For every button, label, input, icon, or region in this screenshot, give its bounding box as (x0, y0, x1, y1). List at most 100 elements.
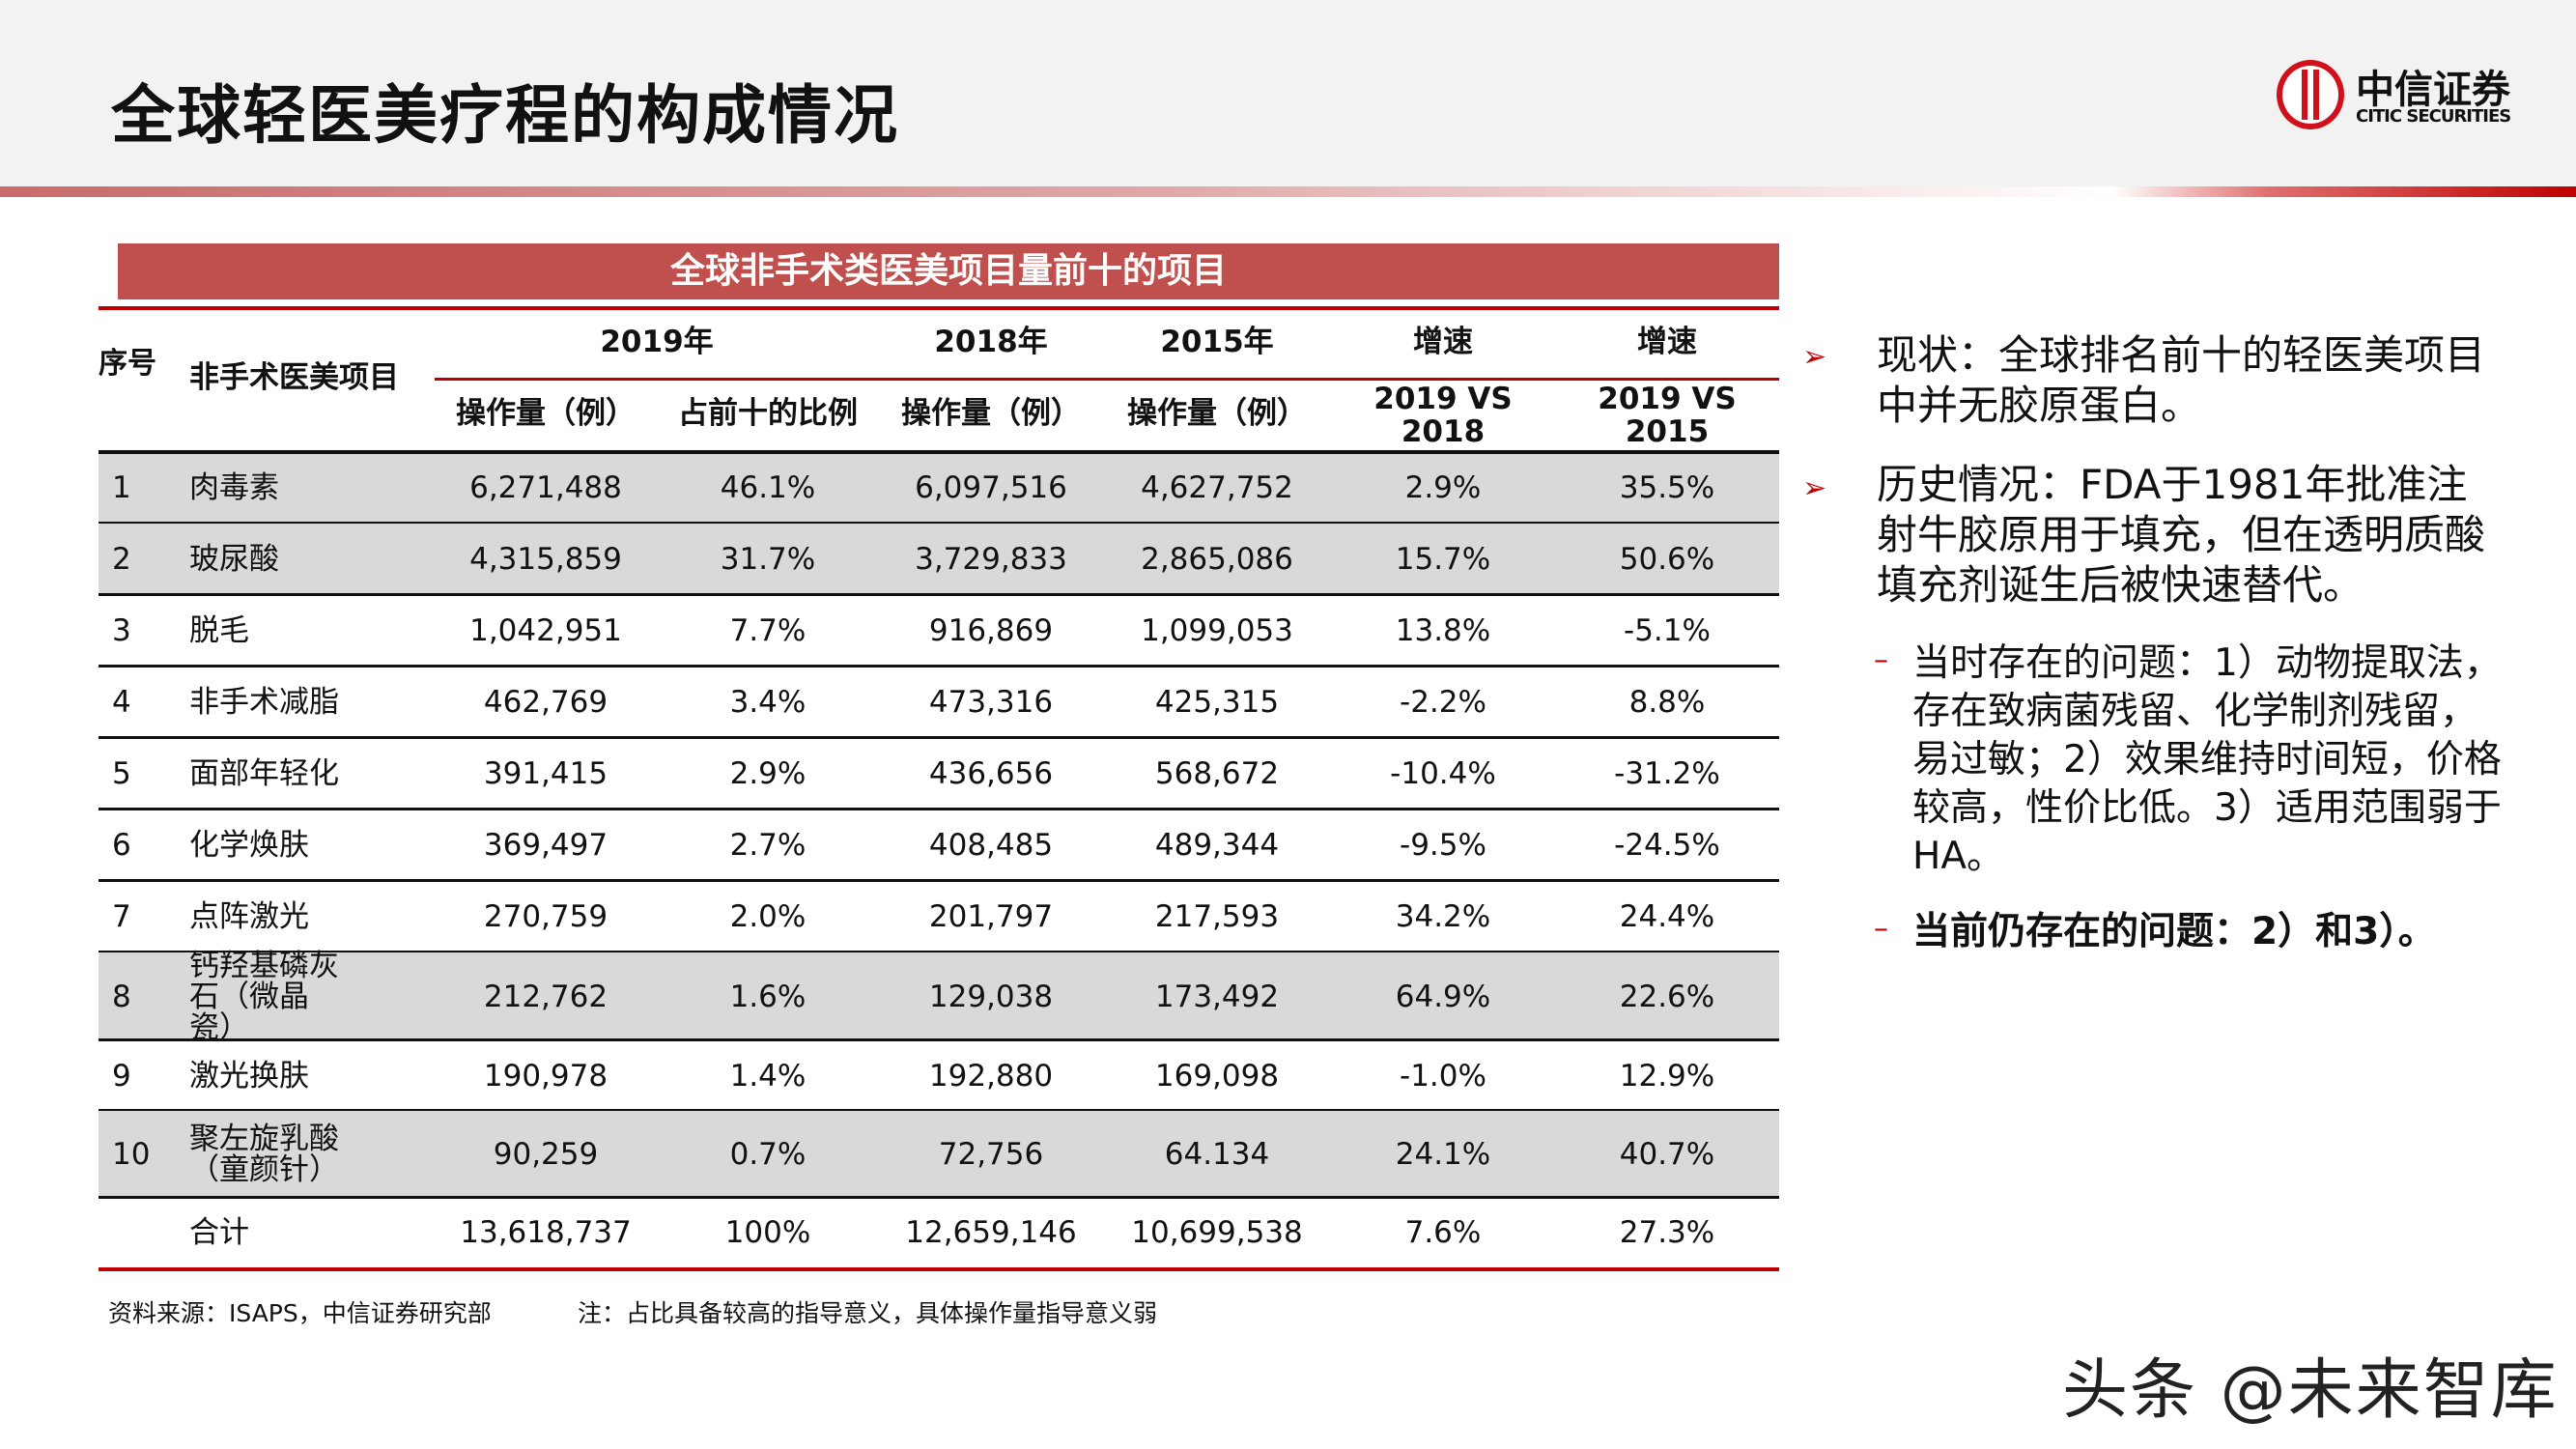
cell-share-2019: 2.0% (729, 899, 807, 934)
cell-seq: 6 (112, 828, 131, 863)
cell-ops-2018: 201,797 (928, 899, 1054, 934)
cell-share-2019: 1.6% (729, 979, 807, 1014)
cell-ops-2019: 270,759 (483, 899, 609, 934)
cell-growth-vs-2015: -31.2% (1614, 756, 1720, 791)
cell-growth-vs-2018: -10.4% (1390, 756, 1496, 791)
cell-item: 非手术减脂 (189, 685, 339, 720)
header-item: 非手术医美项目 (189, 360, 399, 395)
cell-ops-2015: 425,315 (1154, 685, 1280, 720)
cell-ops-2015: 4,627,752 (1141, 470, 1293, 505)
header-growth-2: 增速 (1637, 325, 1697, 359)
cell-ops-2015: 10,699,538 (1131, 1215, 1303, 1250)
cell-seq: 8 (112, 979, 131, 1014)
cell-ops-2018: 436,656 (928, 756, 1054, 791)
cell-share-2019: 1.4% (729, 1058, 807, 1094)
total-row: 合计 13,618,737 100% 12,659,146 10,699,538 7.6%… (99, 1198, 1779, 1267)
table-row: 6 化学焕肤 369,497 2.7% 408,485 489,344 -9.5% -24.5… (99, 810, 1779, 881)
cell-seq: 9 (112, 1058, 131, 1094)
cell-growth-vs-2018: 15.7% (1395, 542, 1491, 577)
cell-growth-vs-2015: 22.6% (1619, 979, 1715, 1014)
header-divider (0, 186, 2576, 197)
header-seq: 序号 (99, 347, 156, 381)
cell-share-2019: 2.7% (729, 828, 807, 863)
cell-share-2019: 3.4% (729, 685, 807, 720)
table-top-rule (99, 306, 1779, 310)
cell-share-2019: 0.7% (729, 1137, 807, 1172)
table-row: 7 点阵激光 270,759 2.0% 201,797 217,593 34.2% 24.4% (99, 881, 1779, 952)
cell-ops-2015: 173,492 (1154, 979, 1280, 1014)
dash-bullet-icon: – (1874, 643, 1888, 677)
header-vs-2018: 2019 VS 2018 (1373, 382, 1513, 449)
cell-ops-2018: 3,729,833 (915, 542, 1067, 577)
cell-growth-vs-2018: -2.2% (1400, 685, 1486, 720)
cell-seq: 1 (112, 470, 131, 505)
header-ops-2018: 操作量（例） (901, 396, 1081, 431)
cell-seq: 10 (112, 1137, 151, 1172)
logo-en-text: CITIC SECURITIES (2356, 106, 2511, 127)
header-ops-2019: 操作量（例） (456, 396, 636, 431)
cell-item: 聚左旋乳酸（童颜针） (189, 1122, 339, 1187)
cell-growth-vs-2018: 24.1% (1395, 1137, 1491, 1172)
table-footnote: 注：占比具备较高的指导意义，具体操作量指导意义弱 (578, 1299, 1158, 1327)
cell-ops-2019: 4,315,859 (469, 542, 622, 577)
cell-ops-2018: 72,756 (938, 1137, 1044, 1172)
cell-growth-vs-2015: 8.8% (1628, 685, 1706, 720)
cell-ops-2019: 212,762 (483, 979, 609, 1014)
arrow-bullet-icon: ➢ (1802, 340, 1827, 374)
row-divider (99, 1109, 1779, 1112)
dash-bullet-icon: – (1874, 912, 1888, 946)
cell-share-2019: 31.7% (720, 542, 816, 577)
cell-ops-2019: 1,042,951 (469, 613, 622, 648)
watermark: 头条 @未来智库 (2062, 1352, 2559, 1429)
row-divider (99, 593, 1779, 596)
header-vs-2015: 2019 VS 2015 (1598, 382, 1737, 449)
cell-share-2019: 2.9% (729, 756, 807, 791)
header-share: 占前十的比例 (678, 396, 858, 431)
header-bar: 全球轻医美疗程的构成情况 中信证券 CITIC SECURITIES (0, 0, 2576, 186)
cell-growth-vs-2018: 34.2% (1395, 899, 1491, 934)
header-2019: 2019年 (600, 325, 714, 359)
cell-growth-vs-2015: 35.5% (1619, 470, 1715, 505)
row-divider (99, 522, 1779, 525)
cell-ops-2015: 64.134 (1164, 1137, 1270, 1172)
cell-growth-vs-2015: -24.5% (1614, 828, 1720, 863)
cell-seq: 3 (112, 613, 131, 648)
cell-seq: 4 (112, 685, 131, 720)
cell-growth-vs-2015: -5.1% (1624, 613, 1711, 648)
cell-growth-vs-2018: -1.0% (1400, 1058, 1486, 1094)
cell-ops-2015: 1,099,053 (1141, 613, 1293, 648)
table-row: 10 聚左旋乳酸（童颜针） 90,259 0.7% 72,756 64.134 24.1% 4… (99, 1111, 1779, 1198)
row-divider (99, 951, 1779, 953)
cell-seq: 5 (112, 756, 131, 791)
cell-ops-2018: 473,316 (928, 685, 1054, 720)
cell-item: 激光换肤 (189, 1058, 309, 1094)
row-divider (99, 879, 1779, 882)
table-row: 9 激光换肤 190,978 1.4% 192,880 169,098 -1.0% 12.9% (99, 1040, 1779, 1111)
row-divider (99, 1038, 1779, 1041)
cell-ops-2018: 916,869 (928, 613, 1054, 648)
cell-ops-2019: 90,259 (493, 1137, 599, 1172)
row-divider (99, 1196, 1779, 1199)
table-caption: 全球非手术类医美项目量前十的项目 (118, 243, 1779, 299)
cell-ops-2015: 217,593 (1154, 899, 1280, 934)
cell-ops-2019: 391,415 (483, 756, 609, 791)
table-row: 5 面部年轻化 391,415 2.9% 436,656 568,672 -10.4% -31… (99, 738, 1779, 810)
cell-item: 钙羟基磷灰石（微晶瓷） (189, 948, 339, 1045)
header-2015: 2015年 (1160, 325, 1274, 359)
cell-ops-2018: 12,659,146 (905, 1215, 1077, 1250)
cell-growth-vs-2018: 64.9% (1395, 979, 1491, 1014)
cell-growth-vs-2015: 12.9% (1619, 1058, 1715, 1094)
header-bottom-rule (99, 450, 1779, 454)
sub-bullet-current-issues: 当前仍存在的问题：2）和3）。 (1912, 910, 2436, 953)
cell-ops-2019: 6,271,488 (469, 470, 622, 505)
cell-growth-vs-2018: 13.8% (1395, 613, 1491, 648)
logo-cn-text: 中信证券 (2356, 68, 2510, 112)
cell-seq: 7 (112, 899, 131, 934)
cell-item: 点阵激光 (189, 899, 309, 934)
cell-ops-2015: 169,098 (1154, 1058, 1280, 1094)
page-title: 全球轻医美疗程的构成情况 (111, 78, 899, 153)
header-sub-rule (435, 378, 1779, 381)
cell-item: 脱毛 (189, 613, 249, 648)
table-row: 4 非手术减脂 462,769 3.4% 473,316 425,315 -2.2% 8.8% (99, 667, 1779, 738)
cell-ops-2018: 6,097,516 (915, 470, 1067, 505)
